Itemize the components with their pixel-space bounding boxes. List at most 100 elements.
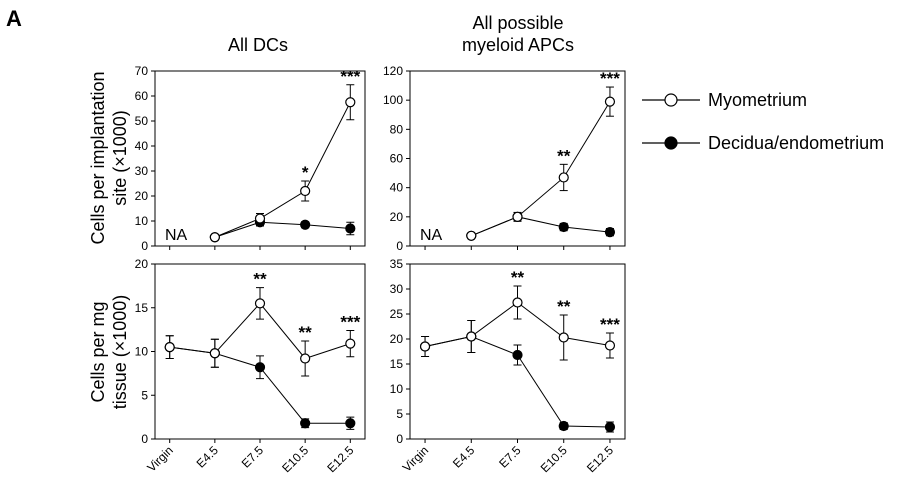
- y-axis-label-line: site (×1000): [110, 110, 130, 206]
- significance-label: **: [557, 297, 571, 316]
- y-tick-label: 30: [390, 282, 404, 296]
- data-point: [558, 332, 569, 343]
- data-point: [254, 362, 266, 373]
- series-line: [471, 216, 611, 237]
- x-tick-label: E12.5: [324, 443, 356, 475]
- column-title: All DCs: [228, 35, 288, 55]
- data-point: [345, 223, 356, 234]
- column-title-line: All possible: [472, 13, 563, 33]
- y-axis-label: Cells per mg tissue (×1000): [88, 295, 130, 410]
- x-tick-label: Virgin: [144, 443, 175, 474]
- data-point: [466, 230, 477, 241]
- na-annotation: NA: [165, 227, 188, 244]
- legend-item-decidua: Decidua/endometrium: [642, 133, 884, 153]
- series-line: [214, 102, 351, 238]
- data-point: [345, 338, 356, 349]
- data-point: [300, 353, 311, 364]
- y-tick-label: 5: [396, 407, 403, 421]
- column-title: All possible myeloid APCs: [462, 13, 574, 55]
- series-decidua: [164, 335, 356, 430]
- y-tick-label: 0: [141, 239, 148, 253]
- data-point: [512, 297, 523, 308]
- series-myometrium: [466, 86, 616, 241]
- y-tick-label: 20: [390, 210, 404, 224]
- y-tick-label: 15: [135, 301, 149, 315]
- data-point: [604, 96, 616, 107]
- legend-item-myometrium: Myometrium: [642, 90, 807, 110]
- x-tick-label: E7.5: [496, 443, 524, 471]
- significance-label: **: [511, 268, 525, 287]
- data-point: [254, 213, 266, 224]
- data-point: [209, 348, 220, 359]
- data-point: [604, 340, 616, 351]
- y-tick-label: 0: [396, 239, 403, 253]
- x-tick-label: E12.5: [584, 443, 616, 475]
- data-point: [300, 185, 311, 197]
- y-tick-label: 100: [383, 93, 403, 107]
- y-tick-label: 20: [390, 332, 404, 346]
- legend-label: Decidua/endometrium: [708, 133, 884, 153]
- y-tick-label: 5: [141, 388, 148, 402]
- legend: Myometrium Decidua/endometrium: [642, 90, 884, 153]
- series-line: [214, 221, 351, 238]
- y-tick-label: 25: [390, 307, 404, 321]
- y-tick-label: 40: [390, 181, 404, 195]
- x-tick-label: E4.5: [194, 443, 222, 471]
- y-tick-label: 60: [135, 89, 149, 103]
- data-point: [419, 341, 431, 352]
- x-tick-label: E4.5: [450, 443, 478, 471]
- significance-label: **: [299, 323, 313, 342]
- data-point: [558, 221, 569, 233]
- series-myometrium: [209, 84, 356, 243]
- y-tick-label: 35: [390, 257, 404, 271]
- significance-label: ***: [340, 313, 360, 332]
- significance-label: *: [302, 163, 309, 182]
- data-point: [209, 232, 220, 243]
- y-tick-label: 120: [383, 64, 403, 78]
- significance-label: ***: [600, 69, 620, 88]
- data-point: [512, 211, 523, 222]
- column-titles: All DCs All possible myeloid APCs: [228, 13, 574, 55]
- y-axis-label-line: Cells per implantation: [88, 71, 108, 244]
- x-tick-label: Virgin: [400, 443, 431, 474]
- data-point: [164, 342, 175, 353]
- data-point: [300, 418, 311, 429]
- column-title-line: myeloid APCs: [462, 35, 574, 55]
- data-point: [604, 227, 616, 238]
- data-point: [254, 298, 266, 309]
- chart-panels: 010203040506070NA****020406080100120NA**…: [135, 64, 626, 475]
- significance-label: **: [253, 270, 267, 289]
- data-point: [466, 331, 477, 342]
- data-point: [512, 349, 523, 361]
- legend-marker: [664, 93, 678, 107]
- panel-letter: A: [6, 6, 22, 31]
- legend-marker: [664, 136, 678, 150]
- x-tick-label: E10.5: [279, 443, 311, 475]
- y-tick-label: 0: [396, 432, 403, 446]
- series-line: [471, 101, 611, 237]
- x-tick-label: E7.5: [239, 443, 267, 471]
- data-point: [558, 172, 569, 183]
- y-tick-label: 30: [135, 164, 149, 178]
- series-decidua: [466, 211, 616, 241]
- data-point: [300, 219, 311, 230]
- y-tick-label: 80: [390, 122, 404, 136]
- data-point: [345, 418, 356, 429]
- y-tick-label: 20: [135, 257, 149, 271]
- y-axis-label-line: Cells per mg: [88, 301, 108, 402]
- na-annotation: NA: [420, 227, 443, 244]
- series-myometrium: [164, 287, 356, 377]
- y-tick-label: 50: [135, 114, 149, 128]
- y-tick-label: 10: [135, 214, 149, 228]
- y-tick-label: 70: [135, 64, 149, 78]
- data-point: [345, 97, 356, 108]
- y-tick-label: 15: [390, 357, 404, 371]
- data-point: [558, 420, 569, 432]
- y-tick-label: 60: [390, 152, 404, 166]
- y-axis-label: Cells per implantation site (×1000): [88, 71, 130, 244]
- y-tick-label: 40: [135, 139, 149, 153]
- y-axis-label-line: tissue (×1000): [110, 295, 130, 410]
